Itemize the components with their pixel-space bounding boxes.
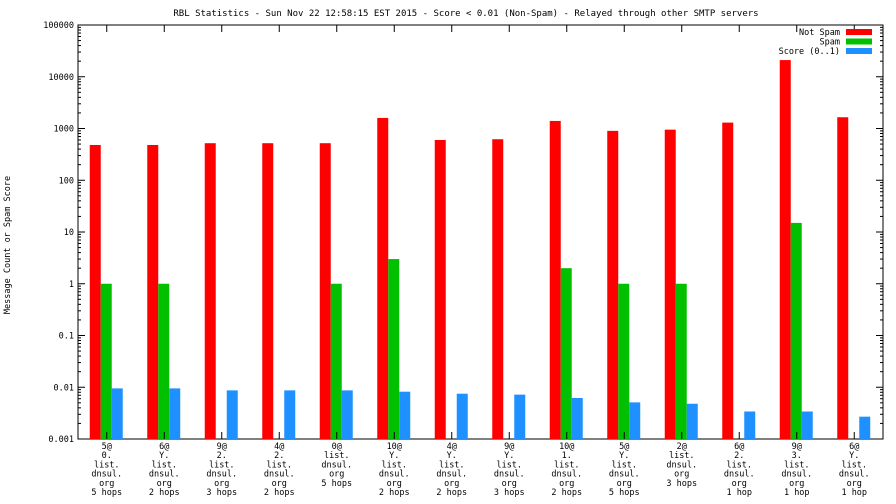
bar-score	[341, 390, 353, 439]
chart-title: RBL Statistics - Sun Nov 22 12:58:15 EST…	[173, 9, 758, 19]
bar-spam	[560, 268, 572, 439]
bars	[89, 60, 871, 440]
x-tick-label: 6@ 2. list. dnsul. org 1 hop	[724, 442, 755, 498]
plot-frame	[77, 24, 884, 440]
y-tick-label: 0.1	[59, 332, 74, 342]
y-tick-label: 100	[59, 176, 74, 186]
bar-score	[859, 416, 871, 439]
legend-label-not-spam: Not Spam	[799, 28, 840, 38]
bar-score	[629, 402, 641, 439]
y-tick-label: 1	[69, 280, 74, 290]
bar-score	[284, 390, 296, 439]
x-tick-label: 0@ list. dnsul. org 5 hops	[321, 442, 352, 489]
bar-not-spam	[89, 144, 101, 439]
x-tick-label: 10@ Y. list. dnsul. org 2 hops	[379, 442, 410, 498]
y-axis: 0.001 0.01 0.1 1 10 100 1000 10000 100000	[43, 21, 883, 445]
x-tick-label: 2@ list. dnsul. org 3 hops	[666, 442, 697, 489]
bar-not-spam	[607, 130, 619, 439]
bar-not-spam	[377, 117, 389, 439]
y-tick-label: 100000	[43, 21, 74, 31]
y-tick-label: 10	[64, 228, 74, 238]
bar-score	[111, 388, 123, 439]
bar-spam	[675, 283, 687, 439]
bar-not-spam	[147, 144, 159, 439]
bar-not-spam	[779, 60, 791, 440]
bar-score	[169, 388, 181, 439]
y-tick-label: 10000	[48, 73, 74, 83]
x-tick-label: 4@ Y. list. dnsul. org 2 hops	[436, 442, 467, 498]
bar-spam	[618, 283, 630, 439]
x-tick-label: 9@ Y. list. dnsul. org 3 hops	[494, 442, 525, 498]
x-tick-label: 4@ 2. list. dnsul. org 2 hops	[264, 442, 295, 498]
x-tick-label: 5@ Y. list. dnsul. org 5 hops	[609, 442, 640, 498]
bar-score	[399, 391, 411, 439]
bar-not-spam	[319, 143, 331, 439]
bar-not-spam	[204, 143, 216, 439]
x-tick-label: 10@ 1. list. dnsul. org 2 hops	[551, 442, 582, 498]
bar-spam	[330, 283, 342, 439]
legend-label-score: Score (0..1)	[779, 47, 840, 57]
bar-not-spam	[434, 139, 446, 440]
bar-score	[226, 390, 238, 439]
x-tick-label: 6@ Y. list. dnsul. org 2 hops	[149, 442, 180, 498]
x-tick-label: 9@ 3. list. dnsul. org 1 hop	[781, 442, 812, 498]
bar-spam	[790, 222, 802, 439]
bar-spam	[388, 259, 400, 439]
bar-not-spam	[549, 120, 561, 440]
bar-score	[801, 411, 813, 439]
bar-spam	[100, 283, 112, 439]
bar-score	[686, 403, 698, 439]
bar-not-spam	[837, 117, 849, 439]
x-tick-label: 9@ 2. list. dnsul. org 3 hops	[206, 442, 237, 498]
x-axis: 5@ 0. list. dnsul. org 5 hops 6@ Y. list. dnsul. o…	[91, 25, 870, 498]
y-tick-label: 1000	[54, 125, 74, 135]
x-tick-label: 5@ 0. list. dnsul. org 5 hops	[91, 442, 122, 498]
legend-swatch-spam	[846, 38, 872, 45]
bar-not-spam	[492, 139, 504, 440]
y-tick-label: 0.001	[48, 435, 74, 445]
y-axis-label: Message Count or Spam Score	[3, 176, 13, 314]
y-tick-label: 0.01	[54, 383, 74, 393]
legend-swatch-not-spam	[846, 29, 872, 35]
bar-not-spam	[664, 129, 676, 439]
bar-score	[514, 394, 526, 439]
bar-score	[571, 397, 583, 439]
legend-swatch-score	[846, 48, 872, 54]
bar-score	[456, 393, 468, 439]
bar-not-spam	[722, 122, 734, 440]
x-tick-label: 6@ Y. list. dnsul. org 1 hop	[839, 442, 870, 498]
bar-score	[744, 411, 756, 439]
legend-label-spam: Spam	[820, 38, 840, 48]
bar-not-spam	[262, 143, 274, 439]
bar-spam	[158, 283, 170, 439]
